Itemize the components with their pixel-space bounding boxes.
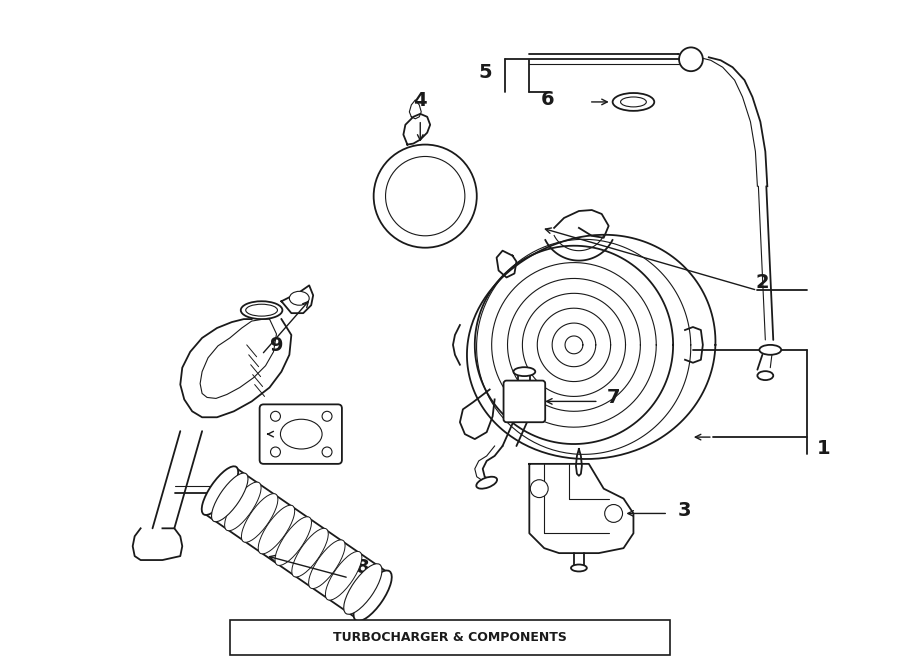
- Ellipse shape: [246, 304, 277, 316]
- Ellipse shape: [344, 564, 382, 614]
- Circle shape: [680, 48, 703, 71]
- Ellipse shape: [281, 419, 322, 449]
- Ellipse shape: [202, 466, 238, 515]
- Text: 5: 5: [478, 63, 491, 82]
- Circle shape: [385, 157, 465, 236]
- Ellipse shape: [571, 564, 587, 572]
- Text: 3: 3: [678, 501, 691, 520]
- Ellipse shape: [354, 570, 392, 621]
- Circle shape: [605, 504, 623, 522]
- Circle shape: [530, 480, 548, 498]
- Text: 9: 9: [269, 336, 283, 356]
- Ellipse shape: [476, 477, 497, 488]
- Ellipse shape: [292, 528, 328, 577]
- Text: TURBOCHARGER & COMPONENTS: TURBOCHARGER & COMPONENTS: [333, 631, 567, 644]
- Ellipse shape: [758, 371, 773, 380]
- Text: 1: 1: [817, 440, 831, 459]
- Ellipse shape: [225, 482, 261, 531]
- Ellipse shape: [275, 517, 311, 565]
- Circle shape: [271, 411, 281, 421]
- Circle shape: [271, 447, 281, 457]
- Ellipse shape: [212, 473, 248, 522]
- Circle shape: [322, 447, 332, 457]
- Ellipse shape: [621, 97, 646, 107]
- Ellipse shape: [241, 494, 278, 542]
- Text: 2: 2: [755, 273, 769, 292]
- Circle shape: [374, 145, 477, 248]
- Circle shape: [322, 411, 332, 421]
- Ellipse shape: [309, 540, 345, 588]
- Ellipse shape: [290, 292, 310, 305]
- FancyBboxPatch shape: [503, 381, 545, 422]
- FancyBboxPatch shape: [259, 405, 342, 464]
- Text: 10: 10: [274, 420, 301, 439]
- FancyBboxPatch shape: [230, 619, 670, 655]
- Text: 4: 4: [413, 91, 428, 110]
- Ellipse shape: [241, 301, 283, 319]
- Text: 7: 7: [607, 388, 620, 407]
- Text: 8: 8: [356, 559, 369, 578]
- Text: 6: 6: [541, 91, 554, 110]
- Ellipse shape: [613, 93, 654, 111]
- Ellipse shape: [326, 551, 362, 600]
- Ellipse shape: [258, 505, 294, 554]
- Ellipse shape: [760, 345, 781, 355]
- Ellipse shape: [514, 368, 536, 376]
